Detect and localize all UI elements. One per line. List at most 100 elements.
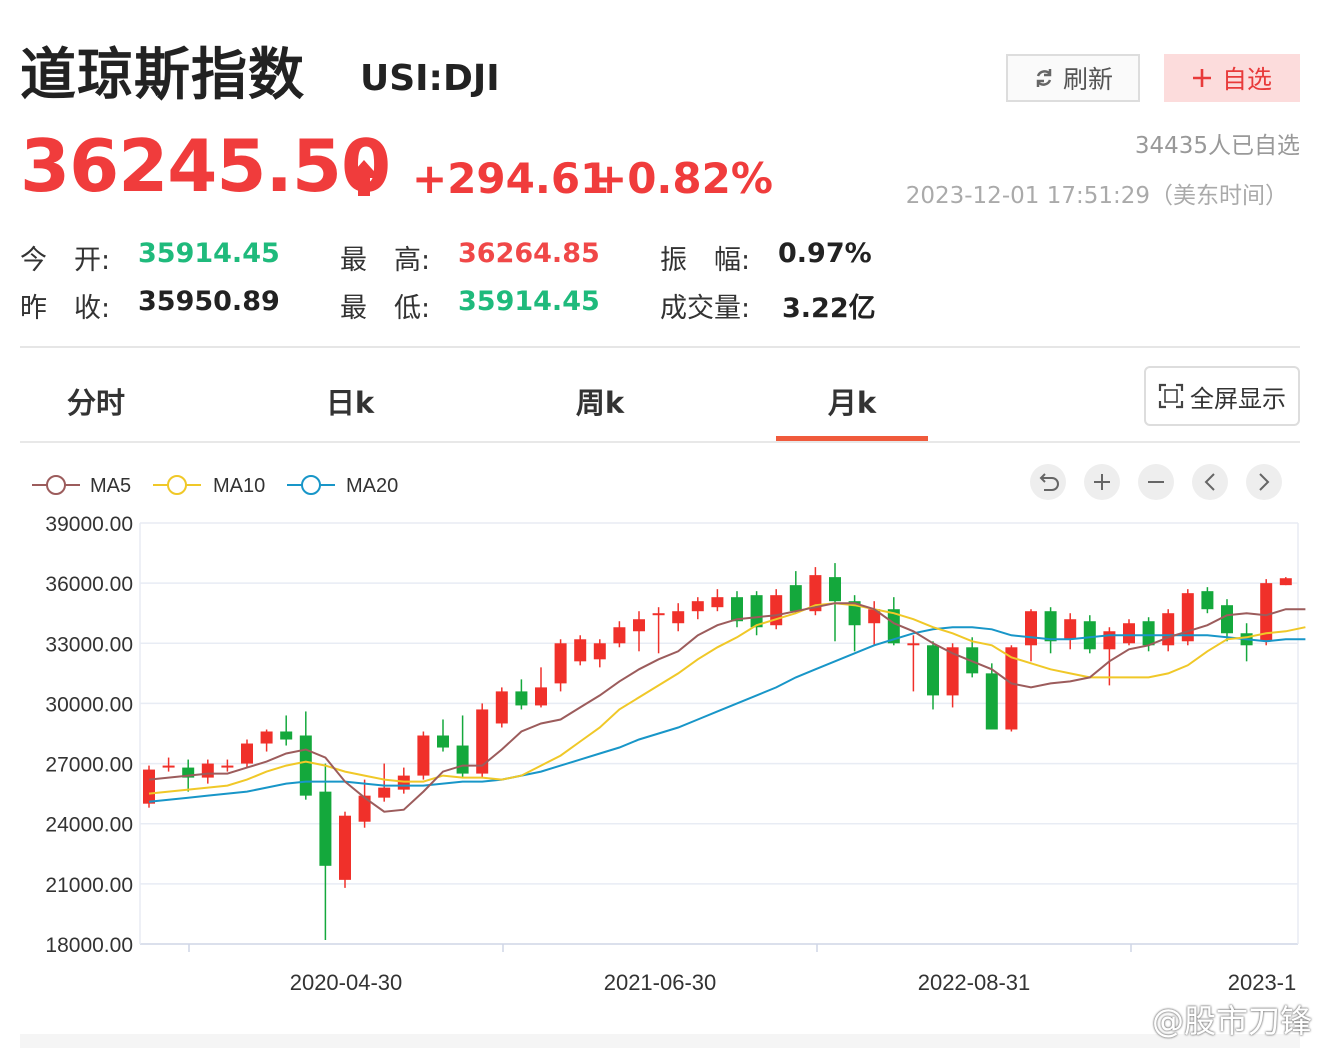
y-tick-label: 27000.00 xyxy=(45,754,133,777)
candle-body xyxy=(299,735,312,796)
candle[interactable] xyxy=(319,763,332,940)
zoom-out-button[interactable] xyxy=(1138,464,1174,500)
x-axis: 2020-04-30 2021-06-30 2022-08-31 2023-1 xyxy=(188,944,1297,995)
candle[interactable] xyxy=(985,663,998,730)
legend-ma20[interactable]: MA20 xyxy=(287,475,398,497)
candle-body xyxy=(1123,623,1135,644)
candle[interactable] xyxy=(1123,619,1135,646)
amplitude-value: 0.97% xyxy=(778,238,872,269)
candle[interactable] xyxy=(554,639,567,692)
candle[interactable] xyxy=(456,715,469,778)
tab-intraday[interactable]: 分时 xyxy=(66,386,125,420)
candle[interactable] xyxy=(162,757,175,772)
candle[interactable] xyxy=(1221,599,1233,642)
tab-daily-k[interactable]: 日k xyxy=(325,386,375,420)
legend-ma5[interactable]: MA5 xyxy=(32,475,131,497)
candlestick-chart: MA5 MA10 MA20 39000.00 36000.00 33000.00 30… xyxy=(32,464,1306,995)
add-watchlist-button[interactable]: 自选 xyxy=(1164,54,1300,102)
candle[interactable] xyxy=(143,765,155,808)
price-change-percent: +0.82% xyxy=(592,154,773,203)
candle[interactable] xyxy=(221,759,234,772)
x-tick-label: 2022-08-31 xyxy=(918,970,1031,995)
candle-body xyxy=(1025,611,1037,646)
candle[interactable] xyxy=(260,729,273,752)
candle[interactable] xyxy=(417,731,430,780)
ma20-line xyxy=(148,626,1306,803)
candle[interactable] xyxy=(437,719,449,752)
candle[interactable] xyxy=(1162,609,1175,652)
candle[interactable] xyxy=(299,711,312,800)
candle[interactable] xyxy=(613,621,626,648)
candle[interactable] xyxy=(1201,587,1214,614)
legend-ma10[interactable]: MA10 xyxy=(153,475,265,497)
tab-weekly-k[interactable]: 周k xyxy=(575,386,625,420)
candle[interactable] xyxy=(378,763,391,802)
y-tick-label: 18000.00 xyxy=(45,934,133,957)
legend-ma5-label: MA5 xyxy=(90,475,131,497)
candle[interactable] xyxy=(887,597,900,646)
scroll-right-button[interactable] xyxy=(1246,464,1282,500)
ma10-line xyxy=(148,602,1306,795)
candle[interactable] xyxy=(770,589,783,630)
candle[interactable] xyxy=(358,779,371,828)
candle[interactable] xyxy=(711,589,724,612)
divider xyxy=(20,346,1300,348)
x-tick-label: 2023-1 xyxy=(1228,970,1297,995)
moving-average-lines xyxy=(148,602,1306,813)
candle[interactable] xyxy=(789,571,802,614)
candle[interactable] xyxy=(1279,577,1292,586)
candle[interactable] xyxy=(1005,645,1018,732)
candle-body xyxy=(495,691,508,724)
candle[interactable] xyxy=(691,597,704,620)
candle-body xyxy=(652,613,665,616)
refresh-button[interactable]: 刷新 xyxy=(1006,54,1140,102)
x-tick-label: 2021-06-30 xyxy=(604,970,717,995)
candle-body xyxy=(927,645,939,696)
candle[interactable] xyxy=(515,679,528,710)
add-watchlist-label: 自选 xyxy=(1221,65,1272,94)
fullscreen-button[interactable]: 全屏显示 xyxy=(1144,366,1300,426)
candle-body xyxy=(1103,631,1116,650)
candle-body xyxy=(535,687,547,706)
candle[interactable] xyxy=(1044,607,1057,654)
candle[interactable] xyxy=(672,603,685,632)
candle[interactable] xyxy=(1083,615,1096,654)
candle-body xyxy=(711,597,724,608)
candle[interactable] xyxy=(339,811,351,888)
candle[interactable] xyxy=(535,667,547,708)
zoom-in-button[interactable] xyxy=(1084,464,1120,500)
candle[interactable] xyxy=(927,641,939,710)
candle[interactable] xyxy=(1240,623,1253,662)
candle[interactable] xyxy=(829,563,841,642)
candle[interactable] xyxy=(593,639,606,668)
candle[interactable] xyxy=(574,635,587,666)
candle-body xyxy=(1064,619,1077,640)
candle[interactable] xyxy=(1025,609,1037,662)
undo-icon xyxy=(1039,473,1059,491)
y-tick-label: 21000.00 xyxy=(45,874,133,897)
reset-zoom-button[interactable] xyxy=(1030,464,1066,500)
tab-monthly-k[interactable]: 月k xyxy=(827,386,877,420)
candle[interactable] xyxy=(241,739,253,768)
candle-body xyxy=(887,609,900,644)
candle[interactable] xyxy=(280,715,293,746)
scroll-left-button[interactable] xyxy=(1192,464,1228,500)
candle[interactable] xyxy=(1064,613,1077,650)
candle-body xyxy=(907,643,920,646)
candle[interactable] xyxy=(652,607,665,654)
candle[interactable] xyxy=(907,635,920,692)
candle-body xyxy=(1083,621,1096,650)
candle[interactable] xyxy=(633,611,645,652)
candle-body xyxy=(201,763,214,778)
candle-body xyxy=(182,767,195,778)
candle-body xyxy=(1044,611,1057,642)
candle[interactable] xyxy=(1260,579,1273,646)
fullscreen-label: 全屏显示 xyxy=(1190,384,1286,413)
chevron-left-icon xyxy=(1204,473,1215,491)
candle-body xyxy=(750,595,763,628)
candle[interactable] xyxy=(1181,589,1194,646)
candle[interactable] xyxy=(750,591,763,636)
candle[interactable] xyxy=(731,591,743,628)
candle[interactable] xyxy=(495,687,508,728)
update-time: 2023-12-01 17:51:29（美东时间） xyxy=(905,183,1288,209)
